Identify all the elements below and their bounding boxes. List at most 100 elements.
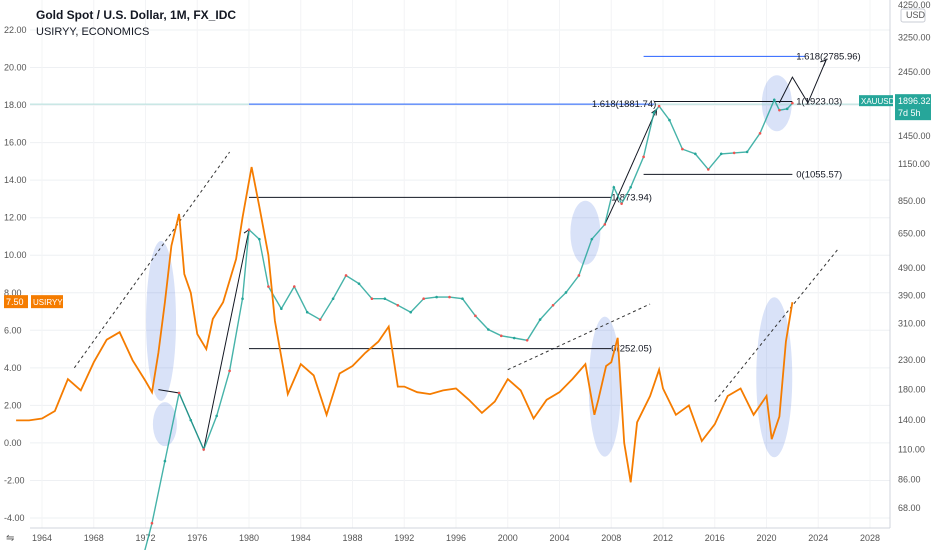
- x-tick-label: 2020: [757, 533, 777, 543]
- x-tick-label: 2028: [860, 533, 880, 543]
- fib-levels: [30, 55, 890, 350]
- usiryy-line: [16, 166, 794, 483]
- right-tick-label: 68.00: [898, 503, 921, 513]
- xauusd-point: [435, 295, 438, 299]
- xauusd-point: [668, 118, 671, 122]
- trendline: [507, 303, 651, 371]
- right-tick-label: 4250.00: [898, 0, 931, 10]
- left-tick-label: 10.00: [4, 250, 27, 260]
- xauusd-point: [409, 310, 413, 314]
- x-tick-label: 1980: [239, 533, 259, 543]
- xauusd-point: [370, 297, 374, 300]
- xauusd-point: [247, 228, 251, 232]
- annotations: 1.618(2785.96) 1.618(1881.74) 1(1923.03) 0(…: [592, 51, 861, 354]
- xauusd-point: [202, 448, 206, 451]
- xauusd-point: [228, 369, 231, 373]
- left-axis-ticks: 22.00 20.00 18.00 16.00 14.00 12.00 10.00 8.00 6…: [4, 25, 27, 523]
- xauusd-point: [499, 334, 503, 338]
- xauusd-point: [280, 307, 283, 311]
- right-tick-label: 1150.00: [898, 159, 930, 169]
- xauusd-point: [448, 295, 451, 299]
- left-tick-label: 22.00: [4, 25, 27, 35]
- x-tick-label: 2008: [601, 533, 621, 543]
- annotation-label: 1(873.94): [611, 192, 652, 203]
- right-tick-label: 230.00: [898, 355, 926, 365]
- xauusd-point: [577, 274, 581, 277]
- annotation-label: 0(252.05): [611, 344, 652, 355]
- x-tick-label: 1992: [394, 533, 414, 543]
- xauusd-point: [422, 297, 425, 300]
- xauusd-point: [758, 132, 762, 135]
- left-tick-label: 6.00: [4, 325, 22, 335]
- trendline: [714, 249, 839, 402]
- xauusd-point: [241, 297, 244, 300]
- xauusd-point: [461, 297, 464, 300]
- right-tick-label: 180.00: [898, 385, 926, 395]
- annotation-label: 1(1923.03): [796, 96, 842, 107]
- projection-arrow: [778, 60, 827, 104]
- highlight-ellipse: [761, 75, 792, 132]
- left-tick-label: 2.00: [4, 400, 22, 410]
- left-tick-label: -4.00: [4, 513, 25, 523]
- usiryy-name-badge: [31, 295, 63, 309]
- xauusd-price-label: 1896.32: [898, 96, 931, 106]
- xauusd-point: [525, 338, 529, 342]
- xauusd-point: [791, 101, 794, 105]
- xauusd-name-badge: [859, 95, 893, 107]
- right-tick-label: 140.00: [898, 415, 926, 425]
- xauusd-point: [694, 152, 697, 156]
- xauusd-point: [474, 314, 477, 318]
- xauusd-point: [551, 303, 555, 307]
- trendlines: [73, 151, 839, 402]
- xauusd-point: [258, 237, 261, 241]
- right-tick-label: 850.00: [898, 196, 926, 206]
- xauusd-point: [267, 285, 270, 288]
- right-tick-label: 390.00: [898, 291, 926, 301]
- x-tick-label: 2004: [550, 533, 570, 543]
- right-tick-label: 86.00: [898, 474, 921, 484]
- series-usiryy: [16, 166, 794, 483]
- xauusd-point: [657, 104, 661, 108]
- xauusd-point: [603, 223, 607, 226]
- left-tick-label: 0.00: [4, 438, 22, 448]
- xauusd-point: [745, 150, 749, 154]
- timezone-icon: ⇋: [6, 533, 14, 544]
- left-tick-label: 12.00: [4, 213, 27, 223]
- xauusd-line: [144, 98, 793, 550]
- xauusd-point: [292, 285, 296, 288]
- right-tick-label: 2450.00: [898, 67, 931, 77]
- xauusd-point: [163, 459, 167, 463]
- xauusd-point: [612, 185, 616, 189]
- x-tick-label: 2024: [808, 533, 828, 543]
- xauusd-point: [318, 318, 322, 321]
- usiryy-badge: 7.50 USIRYY: [4, 295, 63, 309]
- xauusd-point: [383, 297, 387, 300]
- xauusd-point: [538, 318, 542, 321]
- xauusd-countdown-label: 7d 5h: [898, 108, 921, 118]
- grid-lines: [30, 0, 890, 528]
- right-tick-label: 310.00: [898, 318, 926, 328]
- right-tick-label: 650.00: [898, 228, 926, 238]
- xauusd-point: [189, 418, 193, 422]
- left-tick-label: 16.00: [4, 138, 27, 148]
- xauusd-point: [629, 185, 632, 189]
- series-xauusd: [144, 98, 794, 550]
- x-tick-label: 2000: [498, 533, 518, 543]
- xauusd-point: [719, 152, 723, 156]
- xauusd-point: [785, 107, 789, 111]
- currency-label: USD: [906, 10, 926, 20]
- xauusd-point: [652, 111, 656, 115]
- xauusd-point: [732, 151, 736, 155]
- xauusd-name-label: XAUUSD: [861, 97, 895, 106]
- xauusd-point: [305, 310, 309, 314]
- usiryy-value-label: 7.50: [6, 297, 24, 307]
- annotation-label: 0(1055.57): [796, 169, 842, 180]
- left-tick-label: -2.00: [4, 475, 25, 485]
- x-tick-label: 2012: [653, 533, 673, 543]
- highlight-ellipse: [756, 297, 793, 458]
- xauusd-point: [357, 282, 361, 285]
- xauusd-point: [620, 202, 623, 205]
- xauusd-point: [177, 391, 181, 395]
- x-tick-label: 1972: [136, 533, 156, 543]
